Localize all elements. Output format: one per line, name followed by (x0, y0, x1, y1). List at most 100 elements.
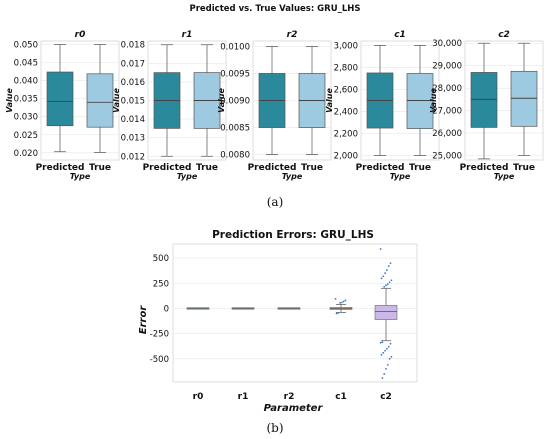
outlier-point (380, 277, 383, 280)
box-true (406, 73, 434, 129)
xtick-label: Predicted (248, 163, 297, 173)
outlier-point (383, 285, 386, 288)
ytick-label: 0.030 (14, 113, 38, 123)
ytick-label: -250 (150, 330, 169, 340)
ytick-label: 0.040 (14, 77, 38, 87)
outlier-point (382, 275, 385, 278)
outlier-point (390, 279, 393, 282)
ytick-label: 25,000 (432, 152, 462, 162)
panel-ylabel: Value (112, 88, 121, 113)
outlier-point (384, 349, 386, 352)
panel-r1: 0.012 0.013 0.014 0.015 0.016 0.017 0.018 r1 Val… (112, 30, 227, 181)
ytick-label: 2,400 (334, 108, 358, 118)
top-suptitle: Predicted vs. True Values: GRU_LHS (189, 4, 360, 14)
outlier-point (386, 269, 388, 272)
ytick-label: 26,000 (432, 129, 462, 139)
panel-xlabel: Type (494, 172, 515, 181)
ytick-label: 0.012 (121, 152, 145, 162)
ytick-label: 0.050 (14, 41, 38, 51)
top-panels: 0.020 0.025 0.030 0.035 0.040 0.045 0.050 r0 Val… (5, 30, 544, 181)
caption-b: (b) (266, 421, 283, 435)
panel-c2: 25,000 26,000 27,000 28,000 29,000 30,000 c2 Va… (429, 30, 544, 181)
xtick-label: True (89, 163, 111, 173)
outlier-point (334, 297, 337, 300)
ytick-label: 2,800 (334, 63, 358, 73)
ytick-label: 0.020 (14, 149, 38, 159)
panel-xlabel: Type (177, 172, 198, 181)
panel-r2: 0.0080 0.0085 0.0090 0.0095 0.0100 r2 Value Pre… (217, 30, 332, 181)
xtick-label: c2 (380, 392, 392, 402)
ytick-label: 0.0090 (220, 97, 250, 107)
outlier-point (390, 355, 393, 358)
outlier-point (388, 281, 391, 284)
outlier-point (380, 353, 383, 356)
panel-ylabel: Value (5, 88, 14, 113)
box-predicted (46, 71, 74, 127)
outlier-point (381, 377, 384, 379)
error-chart-ylabel: Error (138, 305, 149, 335)
ytick-label: 0.017 (121, 59, 145, 69)
outlier-point (389, 342, 392, 345)
outlier-point (386, 347, 388, 350)
outlier-point (337, 312, 340, 314)
ytick-label: 0.025 (14, 131, 38, 141)
ytick-label: 29,000 (432, 62, 462, 72)
xtick-label: c1 (335, 392, 347, 402)
caption-a: (a) (267, 195, 284, 209)
outlier-point (387, 345, 390, 348)
error-chart-title: Prediction Errors: GRU_LHS (212, 229, 374, 241)
outlier-point (381, 341, 384, 344)
ytick-label: 2,200 (334, 130, 358, 140)
ytick-label: 0.015 (121, 97, 145, 107)
outlier-point (335, 312, 338, 315)
panel-r0: 0.020 0.025 0.030 0.035 0.040 0.045 0.050 r0 Val… (5, 30, 120, 181)
outlier-point (385, 284, 387, 287)
ytick-label: 2,000 (334, 152, 358, 162)
ytick-label: -500 (150, 355, 169, 365)
outlier-point (379, 248, 382, 250)
box-predicted (470, 72, 498, 128)
panel-title: r2 (287, 30, 298, 40)
outlier-point (379, 341, 382, 344)
panel-title: r1 (182, 30, 193, 40)
xtick-label: r2 (284, 392, 295, 402)
outlier-point (385, 368, 387, 370)
outlier-point (384, 272, 386, 275)
ytick-label: 250 (153, 279, 169, 289)
outlier-point (382, 351, 385, 354)
panel-title: c1 (394, 30, 406, 40)
outlier-point (388, 357, 391, 360)
outlier-point (386, 363, 389, 366)
outlier-point (386, 283, 389, 286)
ytick-label: 0.035 (14, 95, 38, 105)
ytick-label: 0.0085 (220, 124, 250, 134)
outlier-point (341, 301, 343, 304)
outlier-point (387, 265, 390, 268)
ytick-label: 2,600 (334, 85, 358, 95)
xtick-label: True (513, 163, 535, 173)
box-c2 (374, 305, 398, 320)
panel-xlabel: Type (282, 172, 303, 181)
ytick-label: 0.018 (121, 41, 145, 51)
ytick-label: 0.014 (121, 115, 145, 125)
panel-xlabel: Type (70, 172, 91, 181)
ytick-label: 0.0095 (220, 69, 250, 79)
ytick-label: 500 (153, 254, 169, 264)
box-true (510, 70, 538, 127)
ytick-label: 28,000 (432, 84, 462, 94)
xtick-label: Predicted (356, 163, 405, 173)
ytick-label: 0.013 (121, 134, 145, 144)
xtick-label: Predicted (460, 163, 509, 173)
ytick-label: 30,000 (432, 39, 462, 49)
ytick-label: 27,000 (432, 107, 462, 117)
ytick-label: 0.0080 (220, 151, 250, 161)
box-true (86, 73, 114, 128)
outlier-point (389, 262, 392, 265)
panel-ylabel: Value (429, 88, 438, 113)
error-chart-xlabel: Parameter (264, 403, 324, 414)
error-plot-area: -500 -250 0 250 500 r0 r1 r2 c1 c2 (150, 243, 418, 402)
ytick-label: 3,000 (334, 41, 358, 51)
panel-c1: 2,000 2,200 2,400 2,600 2,800 3,000 c1 Value Pre… (325, 30, 440, 181)
outlier-point (339, 302, 341, 304)
